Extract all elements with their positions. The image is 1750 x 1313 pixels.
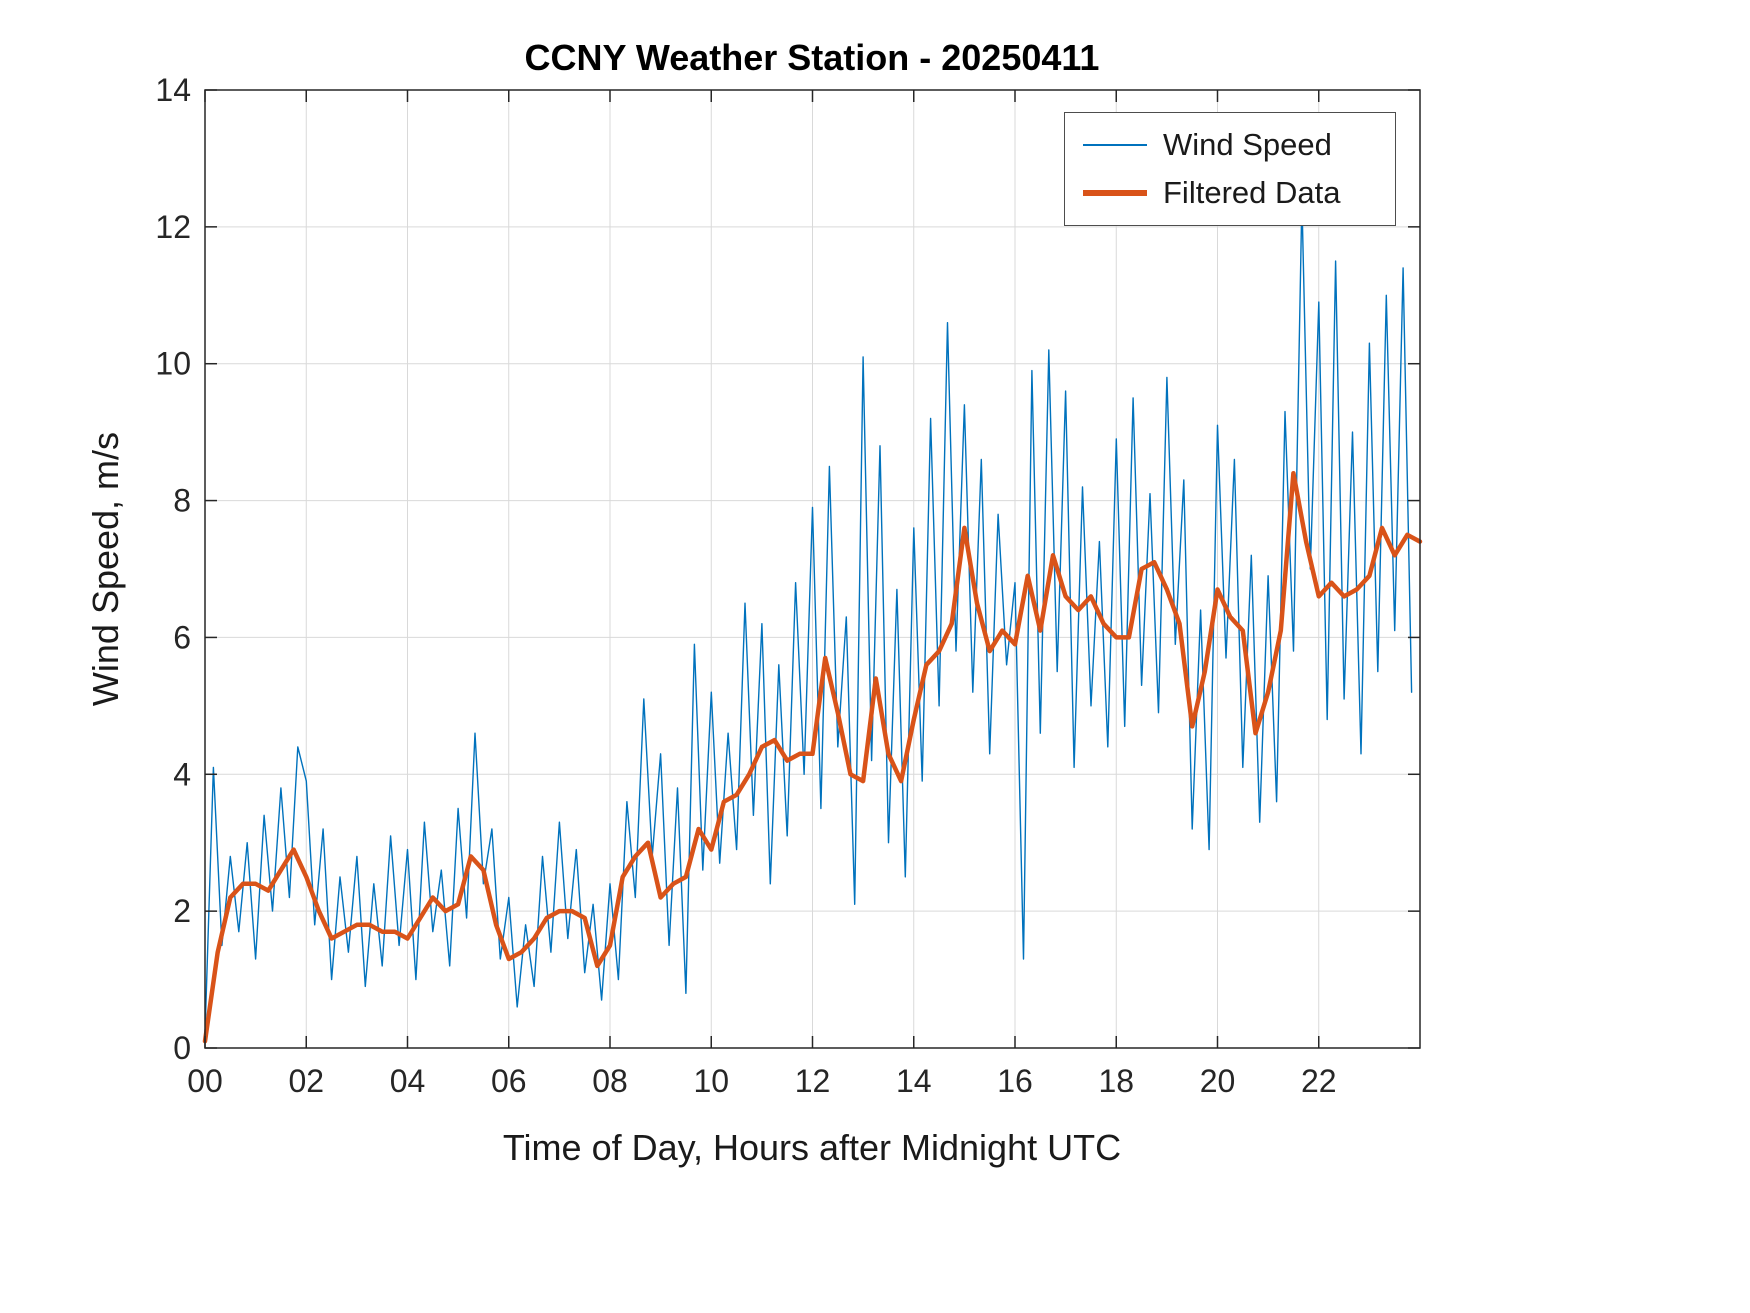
x-tick-label: 04 [390, 1063, 426, 1099]
legend-item-filtered-data: Filtered Data [1065, 175, 1395, 211]
y-tick-label: 14 [155, 72, 191, 108]
axis-layer [204, 89, 1421, 1049]
x-axis-label: Time of Day, Hours after Midnight UTC [503, 1127, 1121, 1168]
x-tick-label: 18 [1098, 1063, 1134, 1099]
y-tick-label: 4 [173, 756, 191, 792]
x-tick-label: 02 [288, 1063, 324, 1099]
y-tick-label: 6 [173, 619, 191, 655]
x-tick-label: 16 [997, 1063, 1033, 1099]
y-tick-label: 12 [155, 209, 191, 245]
axes-box [204, 89, 1421, 1049]
filtered-data-line-sample-icon [1083, 190, 1147, 196]
y-tick-label: 0 [173, 1030, 191, 1066]
x-tick-label: 22 [1301, 1063, 1337, 1099]
y-tick-label: 10 [155, 346, 191, 382]
x-tick-label: 12 [795, 1063, 831, 1099]
legend-item-wind-speed: Wind Speed [1065, 127, 1395, 163]
y-axis-label: Wind Speed, m/s [85, 432, 126, 706]
x-tick-label: 00 [187, 1063, 223, 1099]
legend-label-wind-speed: Wind Speed [1163, 127, 1332, 162]
x-tick-label: 10 [693, 1063, 729, 1099]
x-tick-label: 06 [491, 1063, 527, 1099]
legend: Wind Speed Filtered Data [1064, 112, 1396, 226]
series-layer [202, 198, 1423, 1044]
wind-speed-line-sample-icon [1083, 144, 1147, 146]
wind-speed-line [204, 198, 1413, 1036]
x-tick-label: 14 [896, 1063, 932, 1099]
y-tick-label: 8 [173, 483, 191, 519]
grid-layer [205, 90, 1420, 1048]
x-tick-label: 20 [1200, 1063, 1236, 1099]
y-tick-label: 2 [173, 893, 191, 929]
chart-title: CCNY Weather Station - 20250411 [525, 37, 1100, 78]
x-tick-label: 08 [592, 1063, 628, 1099]
legend-label-filtered-data: Filtered Data [1163, 175, 1341, 210]
filtered-data-line [202, 470, 1423, 1044]
